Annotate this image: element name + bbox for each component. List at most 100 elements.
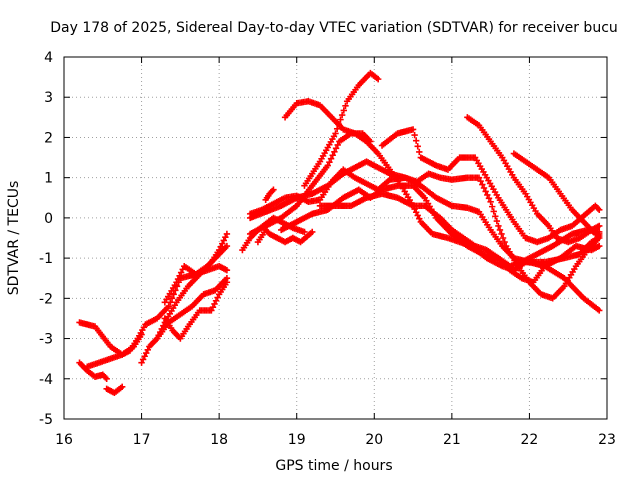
series-track-4 <box>84 331 145 370</box>
x-tick-label: 22 <box>521 432 539 448</box>
data-point <box>414 143 421 150</box>
data-point <box>409 126 417 133</box>
data-point <box>118 383 126 391</box>
series-track-7 <box>161 279 231 342</box>
data-point <box>222 233 229 241</box>
y-tick-label: -2 <box>39 291 53 307</box>
data-point <box>342 102 349 110</box>
data-point <box>270 186 277 193</box>
data-point <box>488 203 496 210</box>
series-track-19 <box>239 214 308 254</box>
data-point <box>223 242 231 250</box>
data-point <box>493 217 501 225</box>
plot-frame <box>63 56 608 420</box>
data-point <box>414 212 421 219</box>
data-point <box>484 191 491 199</box>
data-point <box>211 300 218 308</box>
data-point <box>411 131 418 139</box>
x-tick-label: 17 <box>133 432 151 448</box>
data-point <box>480 184 488 192</box>
data-point <box>144 346 151 354</box>
y-tick-label: 1 <box>44 171 53 187</box>
y-tick-label: 3 <box>44 90 53 106</box>
data-point <box>329 152 336 159</box>
data-point <box>212 297 220 304</box>
data-point <box>338 111 346 119</box>
data-point <box>479 181 486 188</box>
data-point <box>501 238 508 246</box>
y-tick-label: -5 <box>39 412 53 428</box>
data-point <box>209 303 217 311</box>
data-point <box>326 158 333 166</box>
data-point <box>492 213 499 220</box>
series-track-11 <box>301 69 382 189</box>
data-point <box>309 228 316 236</box>
data-point <box>332 130 339 137</box>
data-point <box>219 240 226 247</box>
data-point <box>223 266 231 274</box>
data-point <box>596 242 603 250</box>
x-tick-label: 16 <box>55 432 73 448</box>
data-point <box>223 279 231 286</box>
data-point <box>596 232 603 240</box>
x-axis-label: GPS time / hours <box>275 458 392 474</box>
data-point <box>340 107 348 114</box>
data-point <box>223 230 231 238</box>
data-point <box>141 353 148 360</box>
series-track-21 <box>262 186 277 203</box>
data-point <box>416 148 423 156</box>
data-point <box>331 148 338 156</box>
series-track-17 <box>464 114 603 246</box>
y-tick-label: -1 <box>39 251 53 267</box>
x-tick-label: 23 <box>598 432 616 448</box>
series-track-16 <box>378 126 603 246</box>
data-point <box>495 222 502 230</box>
data-point <box>176 272 183 280</box>
data-point <box>220 237 227 244</box>
data-point <box>208 307 215 314</box>
data-point <box>477 177 484 185</box>
data-point <box>217 243 224 251</box>
chart-title: Day 178 of 2025, Sidereal Day-to-day VTE… <box>50 20 618 36</box>
series-track-2 <box>76 359 110 382</box>
y-tick-label: 4 <box>44 50 53 66</box>
data-point <box>596 307 603 314</box>
series-track-6 <box>153 275 231 342</box>
data-point <box>173 279 180 286</box>
y-axis-label: SDTVAR / TECUs <box>6 181 22 296</box>
data-point <box>490 208 497 215</box>
data-points <box>76 69 603 397</box>
data-point <box>334 141 341 149</box>
data-point <box>324 162 331 169</box>
y-tick-label: -4 <box>39 372 53 388</box>
data-point <box>301 228 308 236</box>
data-point <box>103 375 110 382</box>
data-point <box>143 349 150 357</box>
data-point <box>412 209 420 216</box>
data-point <box>168 295 176 302</box>
y-tick-label: -3 <box>39 332 53 348</box>
y-tick-label: 2 <box>44 130 53 146</box>
x-tick-label: 21 <box>443 432 461 448</box>
data-point <box>165 303 172 310</box>
data-point <box>332 145 340 152</box>
data-point <box>487 198 494 205</box>
data-point <box>138 359 145 366</box>
data-point <box>485 195 493 202</box>
data-point <box>167 299 174 306</box>
x-tick-label: 19 <box>288 432 306 448</box>
data-point <box>499 234 507 242</box>
data-point <box>215 246 223 254</box>
data-point <box>179 266 186 273</box>
data-point <box>177 269 185 276</box>
data-point <box>412 137 420 144</box>
data-point <box>596 206 603 214</box>
data-point <box>498 230 505 238</box>
data-point <box>374 75 382 83</box>
x-tick-label: 18 <box>210 432 228 448</box>
data-point <box>496 226 504 234</box>
y-tick-label: 0 <box>44 211 53 227</box>
data-point <box>139 356 147 363</box>
